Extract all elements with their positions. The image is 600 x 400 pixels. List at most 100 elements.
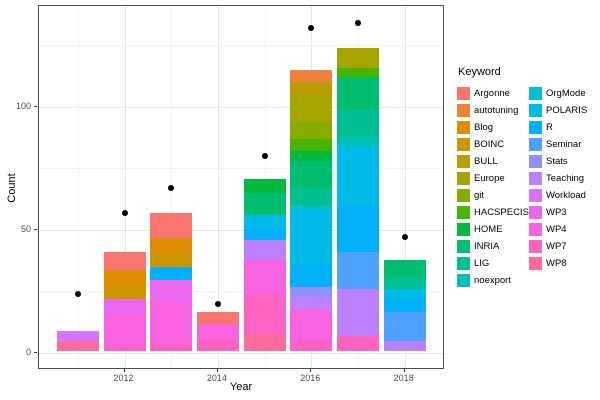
bar-segment-2011-WP8 bbox=[56, 341, 99, 351]
bar-segment-2018-INRIA bbox=[383, 259, 426, 278]
bar-segment-2016-R bbox=[290, 264, 333, 287]
bar-segment-2016-LIG bbox=[290, 188, 333, 206]
x-tick-mark-2016 bbox=[310, 369, 312, 372]
bar-segment-2015-HOME bbox=[243, 178, 286, 194]
legend-item-INRIA: INRIA bbox=[457, 238, 527, 255]
bar-segment-2017-WP7 bbox=[337, 336, 379, 351]
bar-segment-2017-noexport bbox=[337, 136, 379, 147]
bar-segment-2015-WP7 bbox=[243, 294, 286, 334]
gridline-major-y0 bbox=[39, 353, 443, 354]
gridline-x-2012 bbox=[125, 6, 126, 368]
bar-segment-2012-WP4 bbox=[103, 314, 146, 347]
bar-segment-2016-HACSPECIS bbox=[290, 139, 333, 152]
bar-segment-2018-POLARIS bbox=[383, 289, 426, 300]
data-point-2015 bbox=[261, 152, 268, 159]
bar-segment-2015-Teaching bbox=[243, 240, 286, 260]
bar-segment-2015-WP8 bbox=[243, 333, 286, 351]
legend-item-label: WP3 bbox=[546, 207, 567, 218]
bar-segment-2017-Seminar bbox=[337, 252, 379, 290]
bar-segment-2013-WP7 bbox=[150, 343, 193, 351]
bar-segment-2014-WP4 bbox=[196, 323, 239, 339]
bar-segment-2012-Argonne bbox=[103, 252, 146, 270]
legend-key-swatch-BULL bbox=[457, 155, 470, 168]
bar-2015 bbox=[243, 178, 286, 351]
bar-segment-2017-LIG bbox=[337, 109, 379, 137]
legend-item-Workload: Workload bbox=[529, 187, 599, 204]
legend-key-swatch-autotuning bbox=[457, 104, 470, 117]
x-tick-label-2014: 2014 bbox=[206, 373, 227, 383]
legend-item-label: HOME bbox=[474, 224, 503, 235]
legend-item-label: Seminar bbox=[546, 139, 582, 150]
legend-key-swatch-WP3 bbox=[529, 206, 542, 219]
bar-segment-2016-Stats bbox=[290, 286, 333, 297]
bar-segment-2013-BOINC bbox=[150, 252, 193, 268]
legend-item-noexport: noexport bbox=[457, 272, 527, 289]
bar-segment-2016-BULL bbox=[290, 82, 333, 95]
legend-column-1: Argonne autotuning Blog BOINC BULL Europe git H… bbox=[457, 85, 529, 289]
data-point-2014 bbox=[214, 300, 221, 307]
legend-title: Keyword bbox=[458, 66, 501, 78]
bar-2016 bbox=[290, 70, 333, 351]
bar-segment-2015-INRIA bbox=[243, 193, 286, 216]
legend-item-label: noexport bbox=[474, 275, 511, 286]
legend-item-label: Argonne bbox=[474, 88, 510, 99]
legend-item-label: WP8 bbox=[546, 258, 567, 269]
legend-key-swatch-POLARIS bbox=[529, 104, 542, 117]
y-tick-label-50: 50 bbox=[20, 223, 31, 234]
legend-item-Seminar: Seminar bbox=[529, 136, 599, 153]
legend-key-swatch-BOINC bbox=[457, 138, 470, 151]
legend-item-label: Stats bbox=[546, 156, 568, 167]
legend-columns: Argonne autotuning Blog BOINC BULL Europe git H… bbox=[457, 85, 599, 289]
bar-segment-2012-WP3 bbox=[103, 299, 146, 315]
bar-segment-2016-INRIA bbox=[290, 161, 333, 189]
gridline-major-y50 bbox=[39, 229, 443, 231]
bar-2012 bbox=[103, 252, 146, 351]
bar-2014 bbox=[196, 311, 239, 351]
legend-column-2: OrgMode POLARIS R Seminar Stats Teaching Workl… bbox=[529, 85, 599, 289]
legend-item-WP3: WP3 bbox=[529, 204, 599, 221]
gridline-minor-y25 bbox=[39, 291, 443, 293]
bar-segment-2017-POLARIS bbox=[337, 146, 379, 206]
bar-segment-2016-POLARIS bbox=[290, 210, 333, 265]
y-tick-label-0: 0 bbox=[25, 347, 31, 357]
legend-key-swatch-Workload bbox=[529, 189, 542, 202]
legend-key-swatch-WP8 bbox=[529, 257, 542, 270]
legend-key-swatch-Seminar bbox=[529, 138, 542, 151]
data-point-2016 bbox=[308, 24, 315, 31]
legend-key-swatch-HOME bbox=[457, 223, 470, 236]
bar-segment-2016-autotuning bbox=[290, 70, 333, 83]
bar-segment-2016-WP4 bbox=[290, 309, 333, 342]
bar-segment-2017-Europe bbox=[337, 47, 379, 68]
legend-key-swatch-Teaching bbox=[529, 172, 542, 185]
legend-key-swatch-noexport bbox=[457, 274, 470, 287]
legend-item-Blog: Blog bbox=[457, 119, 527, 136]
y-tick-label-100: 100 bbox=[15, 100, 31, 111]
bar-segment-2015-WP4 bbox=[243, 259, 286, 295]
x-tick-label-2018: 2018 bbox=[393, 373, 414, 383]
bar-segment-2018-Teaching bbox=[383, 341, 426, 351]
legend-item-label: Europe bbox=[474, 173, 505, 184]
bar-segment-2017-R bbox=[337, 205, 379, 253]
data-point-2011 bbox=[74, 290, 81, 297]
legend-item-label: HACSPECIS bbox=[474, 207, 529, 218]
bar-segment-2016-Europe bbox=[290, 94, 333, 122]
gridline-major-y100 bbox=[39, 106, 443, 108]
legend-item-autotuning: autotuning bbox=[457, 102, 527, 119]
legend-item-label: BULL bbox=[474, 156, 498, 167]
bar-segment-2011-Workload bbox=[56, 331, 99, 342]
bar-segment-2017-HACSPECIS bbox=[337, 67, 379, 78]
legend-key-swatch-R bbox=[529, 121, 542, 134]
legend-key-swatch-WP7 bbox=[529, 240, 542, 253]
bar-2017 bbox=[337, 47, 379, 351]
legend-key-swatch-INRIA bbox=[457, 240, 470, 253]
legend-key-swatch-LIG bbox=[457, 257, 470, 270]
y-tick-mark-50 bbox=[34, 228, 37, 230]
bar-segment-2018-R bbox=[383, 299, 426, 312]
gridline-minor-y125 bbox=[39, 45, 443, 46]
legend-item-Europe: Europe bbox=[457, 170, 527, 187]
bar-segment-2017-Teaching bbox=[337, 289, 379, 337]
legend-item-label: R bbox=[546, 122, 553, 133]
legend-item-label: Blog bbox=[474, 122, 494, 133]
bar-segment-2016-HOME bbox=[290, 151, 333, 162]
